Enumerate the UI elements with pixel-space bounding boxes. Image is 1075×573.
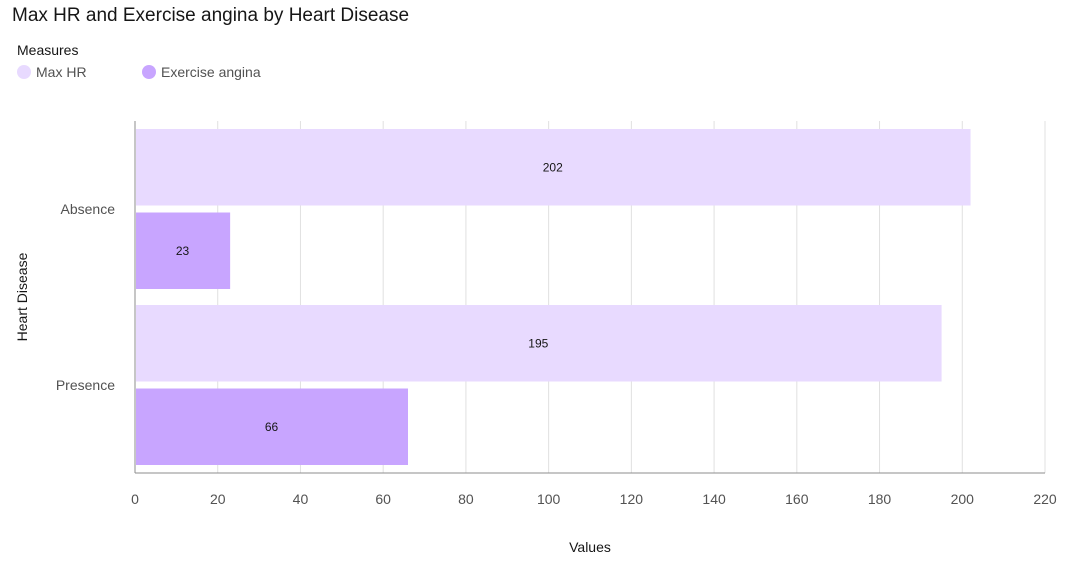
y-axis-title: Heart Disease <box>14 252 30 341</box>
legend-item-exercise-angina[interactable]: Exercise angina <box>142 64 267 80</box>
x-tick-label: 140 <box>702 491 726 507</box>
bar[interactable] <box>136 388 408 466</box>
x-tick-label: 60 <box>375 491 391 507</box>
x-tick-label: 160 <box>785 491 809 507</box>
x-tick-label: 180 <box>868 491 892 507</box>
y-tick-label: Presence <box>56 377 115 393</box>
x-tick-label: 0 <box>131 491 139 507</box>
x-tick-label: 200 <box>951 491 975 507</box>
axes: 0 20 40 60 80 100 120 140 160 180 200 220 Absence Pre… <box>56 121 1057 507</box>
bars: 202 23 195 66 <box>136 129 971 465</box>
legend-swatch-exercise-angina <box>142 65 156 79</box>
chart-title: Max HR and Exercise angina by Heart Dise… <box>12 5 410 26</box>
legend-title: Measures <box>17 42 79 58</box>
bar[interactable] <box>136 212 231 290</box>
legend-label-exercise-angina: Exercise angina <box>161 64 261 80</box>
x-axis-title: Values <box>569 539 611 555</box>
legend-label-max-hr: Max HR <box>36 64 87 80</box>
x-tick-label: 220 <box>1033 491 1057 507</box>
legend-swatch-max-hr <box>17 65 31 79</box>
x-tick-label: 120 <box>620 491 644 507</box>
x-tick-label: 100 <box>537 491 561 507</box>
x-tick-label: 80 <box>458 491 474 507</box>
bar-value-label: 195 <box>528 336 548 350</box>
bar[interactable] <box>136 129 971 206</box>
x-tick-label: 20 <box>210 491 226 507</box>
bar[interactable] <box>136 305 942 382</box>
bar-value-label: 23 <box>176 244 190 258</box>
y-tick-label: Absence <box>61 201 116 217</box>
bar-value-label: 202 <box>543 160 563 174</box>
bar-value-label: 66 <box>265 420 279 434</box>
legend: Max HR Exercise angina <box>17 64 267 80</box>
legend-item-max-hr[interactable]: Max HR <box>17 64 142 80</box>
x-tick-label: 40 <box>293 491 309 507</box>
